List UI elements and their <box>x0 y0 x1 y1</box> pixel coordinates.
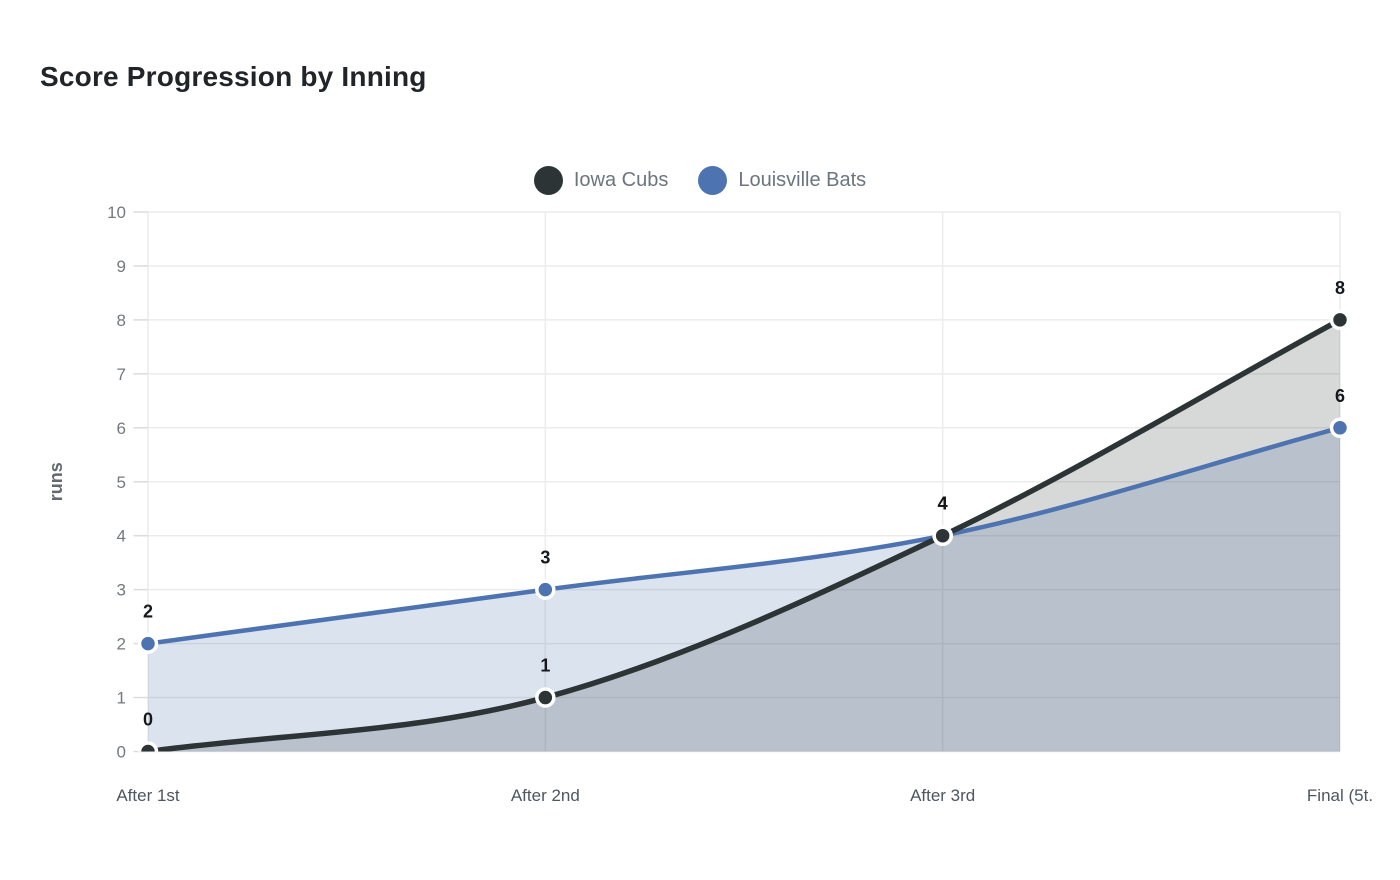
iowa-cubs-line <box>148 317 1340 752</box>
legend-label-louisville-bats: Louisville Bats <box>738 168 867 191</box>
y-tick-label: 9 <box>117 257 126 276</box>
x-axis-label: After 3rd <box>910 786 975 805</box>
iowa-cubs-value-label-1: 1 <box>540 656 550 676</box>
legend-label-iowa-cubs: Iowa Cubs <box>573 168 669 191</box>
y-tick-label: 7 <box>117 365 126 384</box>
legend: Iowa Cubs Louisville Bats <box>0 163 1400 197</box>
legend-item-louisville-bats[interactable]: Louisville Bats <box>698 165 867 195</box>
louisville-bats-point-1[interactable] <box>535 579 556 600</box>
y-tick-label: 4 <box>117 527 126 546</box>
iowa-cubs-point-3[interactable] <box>1329 309 1351 331</box>
x-axis-label: After 1st <box>116 786 180 805</box>
louisville-bats-value-label-3: 6 <box>1335 386 1345 406</box>
louisville-bats-value-label-2: 4 <box>938 494 948 514</box>
iowa-cubs-point-0[interactable] <box>137 741 159 760</box>
grid <box>147 211 1341 753</box>
iowa-cubs-point-1[interactable] <box>535 687 556 708</box>
series-lines <box>148 317 1340 752</box>
page-title: Score Progression by Inning <box>40 61 427 92</box>
y-axis-title: runs <box>46 462 66 501</box>
x-axis-label: After 2nd <box>511 786 580 805</box>
louisville-bats-line <box>148 425 1340 646</box>
y-tick-label: 2 <box>117 635 126 654</box>
louisville-bats-legend-marker-icon <box>698 165 728 195</box>
iowa-cubs-value-label-0: 0 <box>143 710 153 730</box>
x-axis-labels: After 1st After 2nd After 3rd Final (5t. <box>116 786 1373 805</box>
y-tick-label: 8 <box>117 311 126 330</box>
y-tick-label: 1 <box>117 689 126 708</box>
x-axis-label: Final (5t. <box>1307 786 1373 805</box>
y-tick-label: 5 <box>117 473 126 492</box>
legend-item-iowa-cubs[interactable]: Iowa Cubs <box>533 165 669 195</box>
louisville-bats-value-label-0: 2 <box>143 602 153 622</box>
louisville-bats-point-0[interactable] <box>137 633 159 654</box>
louisville-bats-point-3[interactable] <box>1329 417 1351 439</box>
series-points <box>137 309 1351 760</box>
y-tick-label: 0 <box>117 743 126 762</box>
iowa-cubs-value-label-2: 4 <box>938 494 948 514</box>
y-tick-label: 6 <box>117 419 126 438</box>
y-axis-ticks: 0 1 2 3 4 5 6 7 8 9 10 <box>107 203 148 762</box>
iowa-cubs-point-2[interactable] <box>932 525 953 546</box>
series-areas <box>148 319 1340 752</box>
louisville-bats-area <box>148 427 1340 752</box>
iowa-cubs-area <box>148 319 1340 752</box>
iowa-cubs-legend-marker-icon <box>533 165 563 195</box>
iowa-cubs-value-label-3: 8 <box>1335 278 1345 298</box>
louisville-bats-value-label-1: 3 <box>540 548 550 568</box>
y-tick-label: 3 <box>117 581 126 600</box>
y-tick-label: 10 <box>107 203 126 222</box>
